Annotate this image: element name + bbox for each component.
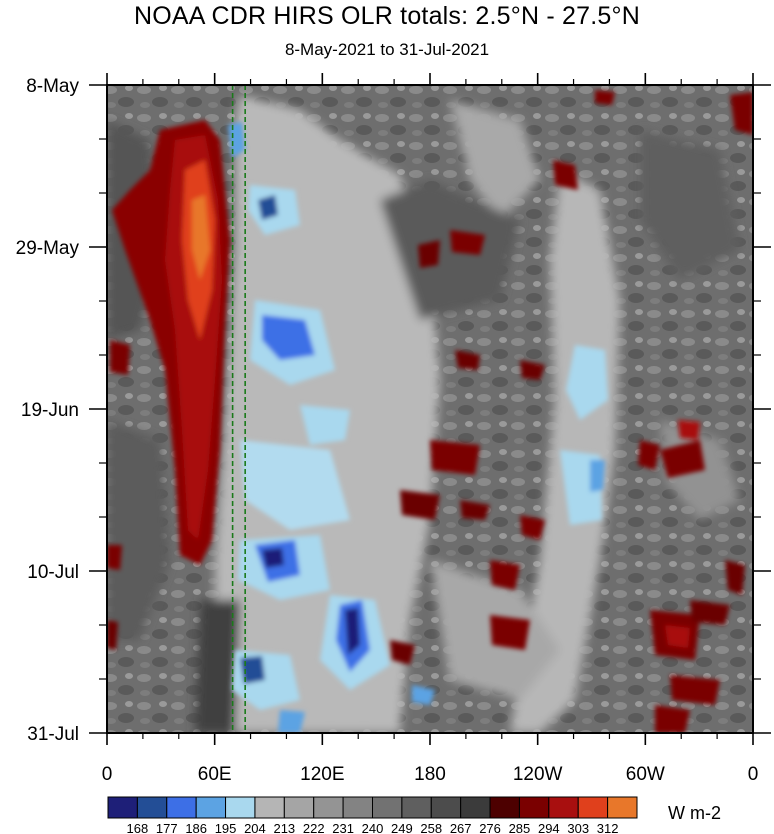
colorbar-swatch xyxy=(283,796,315,819)
colorbar-swatch xyxy=(430,796,462,819)
colorbar-swatch xyxy=(489,796,520,819)
x-tick-label: 60W xyxy=(626,764,665,785)
x-tick-label: 180 xyxy=(414,764,446,785)
colorbar-label: 195 xyxy=(215,821,237,834)
colorbar-swatch xyxy=(107,796,138,819)
y-tick-label: 19-Jun xyxy=(21,400,79,421)
y-tick-label: 8-May xyxy=(26,76,79,97)
colorbar-label: 204 xyxy=(244,821,266,834)
y-tick-label: 31-Jul xyxy=(27,724,79,745)
reference-lines xyxy=(231,85,246,733)
colorbar-swatch xyxy=(548,796,579,819)
plot-field xyxy=(107,85,753,733)
colorbar-swatch xyxy=(166,796,197,819)
x-tick-label: 120W xyxy=(513,764,563,785)
x-tick-label: 120E xyxy=(300,764,344,785)
colorbar-units: W m-2 xyxy=(668,803,721,823)
colorbar-label: 276 xyxy=(479,821,501,834)
colorbar-swatch xyxy=(401,796,432,819)
high-olr-band xyxy=(110,120,230,565)
colorbar-swatch xyxy=(254,796,285,819)
y-axis: 8-May 29-May 19-Jun 10-Jul 31-Jul xyxy=(16,76,771,745)
colorbar-label: 222 xyxy=(303,821,325,834)
colorbar-label: 312 xyxy=(597,821,619,834)
colorbar-label: 240 xyxy=(362,821,384,834)
colorbar-swatch xyxy=(577,796,609,819)
colorbar-label: 177 xyxy=(156,821,178,834)
y-tick-label: 29-May xyxy=(16,238,80,259)
x-axis: 0 60E 120E 180 120W 60W 0 xyxy=(102,73,759,785)
x-tick-label: 60E xyxy=(198,764,232,785)
colorbar: 168 177 186 195 204 213 222 231 240 249 258 267 276 2… xyxy=(107,796,638,834)
colorbar-label: 213 xyxy=(273,821,295,834)
colorbar-label: 258 xyxy=(420,821,442,834)
chart-title: NOAA CDR HIRS OLR totals: 2.5°N - 27.5°N xyxy=(134,2,640,30)
high-olr-patches xyxy=(107,90,753,733)
y-tick-label: 10-Jul xyxy=(27,562,79,583)
colorbar-swatch xyxy=(136,796,168,819)
colorbar-swatch xyxy=(195,796,227,819)
colorbar-swatch xyxy=(518,796,550,819)
low-olr-patches xyxy=(228,122,608,733)
colorbar-label: 231 xyxy=(332,821,354,834)
colorbar-swatch xyxy=(372,796,403,819)
colorbar-label: 267 xyxy=(450,821,472,834)
colorbar-swatch xyxy=(460,796,491,819)
colorbar-swatch xyxy=(225,796,256,819)
colorbar-label: 168 xyxy=(127,821,149,834)
chart-subtitle: 8-May-2021 to 31-Jul-2021 xyxy=(284,40,490,59)
colorbar-label: 249 xyxy=(391,821,413,834)
colorbar-swatch xyxy=(607,796,638,819)
colorbar-swatch xyxy=(342,796,374,819)
colorbar-label: 186 xyxy=(185,821,207,834)
colorbar-label: 303 xyxy=(567,821,589,834)
colorbar-swatch xyxy=(313,796,344,819)
colorbar-label: 285 xyxy=(509,821,531,834)
x-tick-label: 0 xyxy=(748,764,759,785)
colorbar-label: 294 xyxy=(538,821,560,834)
x-tick-label: 0 xyxy=(102,764,113,785)
